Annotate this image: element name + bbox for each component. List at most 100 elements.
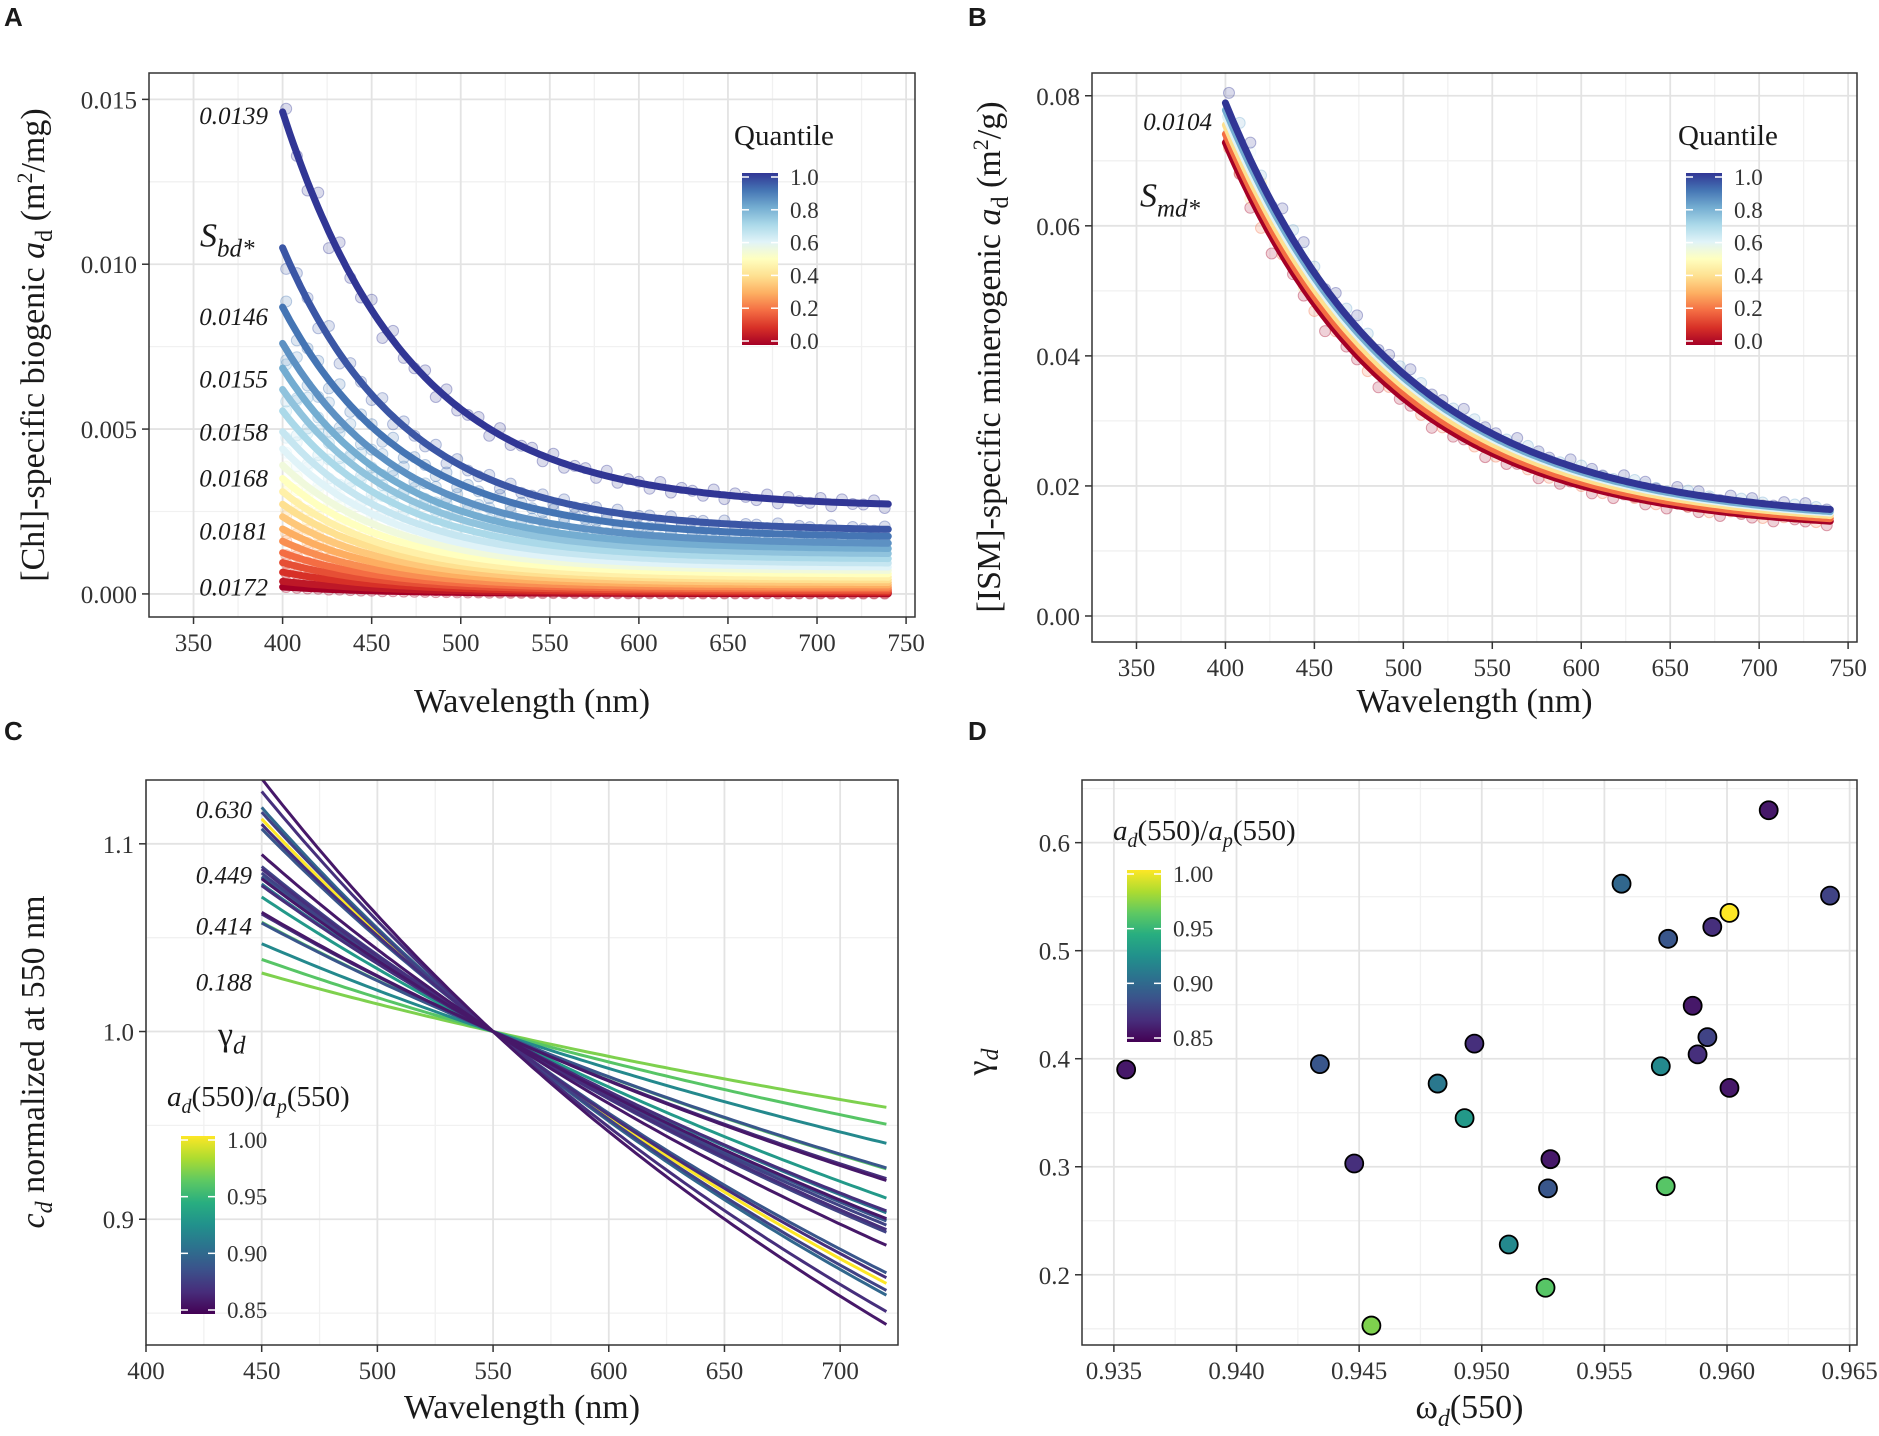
- scatter-point: [1454, 1108, 1475, 1129]
- x-tick-label: 0.960: [1699, 1358, 1755, 1385]
- x-tick-label: 0.950: [1454, 1358, 1510, 1385]
- legend-tick-label: 1.00: [1173, 862, 1213, 887]
- legend-colorbar: [1686, 173, 1722, 345]
- x-tick-label: 0.940: [1208, 1358, 1264, 1385]
- legend-tick-label: 0.6: [1734, 231, 1763, 256]
- scatter-point: [1464, 1033, 1485, 1054]
- annotation-slope: 0.0172: [199, 574, 268, 601]
- slope-symbol: Sbd*: [200, 218, 255, 263]
- y-tick-label: 0.6: [1039, 831, 1070, 858]
- x-tick-label: 450: [353, 630, 391, 657]
- series-line-gamma-0.551: [260, 811, 888, 1292]
- gamma-symbol: γd: [217, 1016, 246, 1059]
- panel-label-d: D: [968, 716, 987, 746]
- x-tick-label: 450: [1296, 655, 1334, 682]
- x-tick-label: 400: [1207, 655, 1245, 682]
- y-tick-label: 0.5: [1039, 939, 1070, 966]
- legend: ad(550)/ap(550) 1.00 0.95 0.90 0.85: [1113, 815, 1296, 1051]
- series-line-gamma-0.307: [260, 911, 887, 1182]
- legend-colorbar: [742, 173, 778, 345]
- y-tick-label: 0.02: [1036, 474, 1080, 501]
- series-line-gamma-0.153: [261, 971, 887, 1109]
- series-line-gamma-0.63: [260, 780, 888, 1326]
- x-axis-label: ωd(550): [1415, 1389, 1523, 1432]
- y-tick-label: 0.00: [1036, 604, 1080, 631]
- series-line-gamma-0.39: [260, 877, 887, 1221]
- plot-content: [1116, 800, 1840, 1336]
- data-point: [1222, 86, 1235, 99]
- y-tick-label: 1.0: [103, 1020, 134, 1047]
- series-line-q0.9: [279, 303, 892, 540]
- x-tick-label: 550: [531, 630, 569, 657]
- series-line-gamma-0.188: [261, 957, 887, 1126]
- x-tick-label: 350: [175, 630, 213, 657]
- series-line-gamma-0.449: [260, 853, 888, 1247]
- scatter-point: [1650, 1056, 1671, 1077]
- legend: Quantile 1.0 0.8 0.6 0.4 0.2 0.0: [1678, 120, 1778, 354]
- series-line-gamma-0.345: [260, 895, 887, 1200]
- scatter-point: [1309, 1054, 1330, 1075]
- x-tick-label: 550: [1474, 655, 1512, 682]
- scatter-point: [1702, 917, 1723, 937]
- series-line-q0.75: [279, 386, 892, 557]
- legend-colorbar: [1127, 870, 1161, 1042]
- panel-label-c: C: [4, 716, 23, 746]
- series-line-q0.95: [279, 244, 892, 533]
- legend-tick-label: 0.0: [790, 329, 819, 354]
- plot-content: [260, 780, 888, 1326]
- annotation-slope: 0.0146: [199, 304, 268, 331]
- data-point: [1351, 309, 1364, 322]
- series-line-q0.7: [279, 407, 892, 563]
- panel-border: [1081, 779, 1858, 1346]
- x-tick-label: 450: [243, 1358, 281, 1385]
- x-axis-label: Wavelength (nm): [414, 683, 650, 720]
- panel-b: 350 400 450 500 550 600 650 700 750 0.00 0.02 0.04 0…: [968, 2, 1867, 720]
- y-tick-label: 0.2: [1039, 1263, 1070, 1290]
- gridlines: [1092, 73, 1857, 642]
- legend-tick-label: 0.95: [227, 1185, 267, 1210]
- scatter-point: [1719, 1077, 1740, 1098]
- x-tick-label: 0.935: [1086, 1358, 1142, 1385]
- x-tick-label: 500: [1385, 655, 1423, 682]
- panel-d: 0.935 0.940 0.945 0.950 0.955 0.960 0.965 0.2 0.…: [961, 716, 1878, 1432]
- data-point: [1319, 325, 1332, 338]
- data-point: [1265, 247, 1278, 260]
- y-axis-label: γd: [961, 1047, 1004, 1076]
- legend-tick-label: 0.2: [1734, 296, 1763, 321]
- y-tick-label: 0.000: [81, 582, 137, 609]
- scatter-point: [1535, 1277, 1556, 1298]
- series-line-gamma-0.373: [260, 884, 887, 1213]
- legend-tick-label: 0.8: [790, 198, 819, 223]
- y-tick-label: 0.4: [1039, 1047, 1071, 1074]
- legend: Quantile 1.0 0.8 0.6 0.4 0.2 0.0: [734, 120, 834, 354]
- legend-title: ad(550)/ap(550): [1113, 815, 1296, 852]
- plot-content: [279, 102, 892, 600]
- y-tick-label: 0.015: [81, 87, 137, 114]
- x-axis-label: Wavelength (nm): [1356, 683, 1592, 720]
- scatter-point: [1538, 1178, 1558, 1199]
- scatter-point: [1658, 928, 1679, 949]
- series-line-gamma-0.414: [260, 867, 887, 1231]
- scatter-point: [1758, 800, 1779, 821]
- annotation-gamma: 0.188: [196, 970, 253, 997]
- legend-tick-label: 1.0: [790, 165, 819, 190]
- x-axis-label: Wavelength (nm): [404, 1389, 640, 1426]
- legend-tick-label: 0.2: [790, 296, 819, 321]
- series-line-gamma-0.228: [261, 942, 887, 1145]
- annotation-slope: 0.0155: [199, 367, 268, 394]
- slope-symbol: Smd*: [1140, 178, 1201, 223]
- x-tick-label: 500: [359, 1358, 397, 1385]
- scatter-point: [1361, 1315, 1382, 1336]
- y-tick-label: 0.08: [1036, 84, 1080, 111]
- panel-c: 400 450 500 550 600 650 700 0.9 1.0 1.1 C 0.630 0.44…: [4, 716, 899, 1426]
- plot-content: [1221, 86, 1834, 532]
- legend-tick-label: 0.85: [227, 1298, 267, 1323]
- annotation-slope: 0.0181: [199, 518, 268, 545]
- annotation-slope: 0.0104: [1143, 109, 1212, 136]
- y-axis-label: [Chl]-specific biogenic ad (m2/mg): [12, 108, 58, 581]
- x-tick-label: 500: [442, 630, 480, 657]
- legend-tick-label: 0.90: [227, 1241, 267, 1266]
- x-tick-label: 0.955: [1576, 1358, 1632, 1385]
- legend-tick-label: 0.4: [790, 263, 819, 288]
